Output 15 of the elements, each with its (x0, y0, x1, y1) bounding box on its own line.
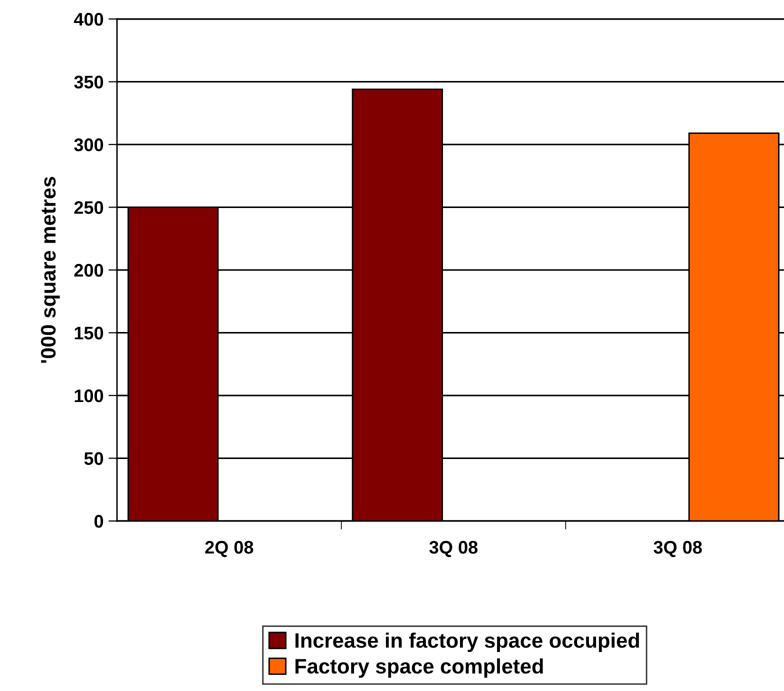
legend-label: Factory space completed (296, 658, 543, 678)
x-tick-label: 3Q 08 (429, 540, 478, 558)
y-tick-label: 300 (74, 138, 104, 152)
y-axis-title: '000 square metres (40, 176, 60, 363)
y-tick-label: 100 (74, 389, 104, 402)
y-tick-label: 50 (84, 452, 104, 465)
y-tick-label: 250 (74, 201, 104, 214)
y-tick-label: 150 (74, 326, 104, 340)
legend-label: Increase in factory space occupied (296, 632, 639, 652)
y-tick-label: 350 (74, 76, 104, 88)
y-tick-label: 0 (94, 514, 104, 528)
x-tick-label: 2Q 08 (205, 540, 254, 558)
y-tick-label: 200 (74, 264, 104, 277)
x-tick-label: 3Q 08 (654, 540, 702, 558)
y-tick-label: 400 (74, 12, 104, 26)
